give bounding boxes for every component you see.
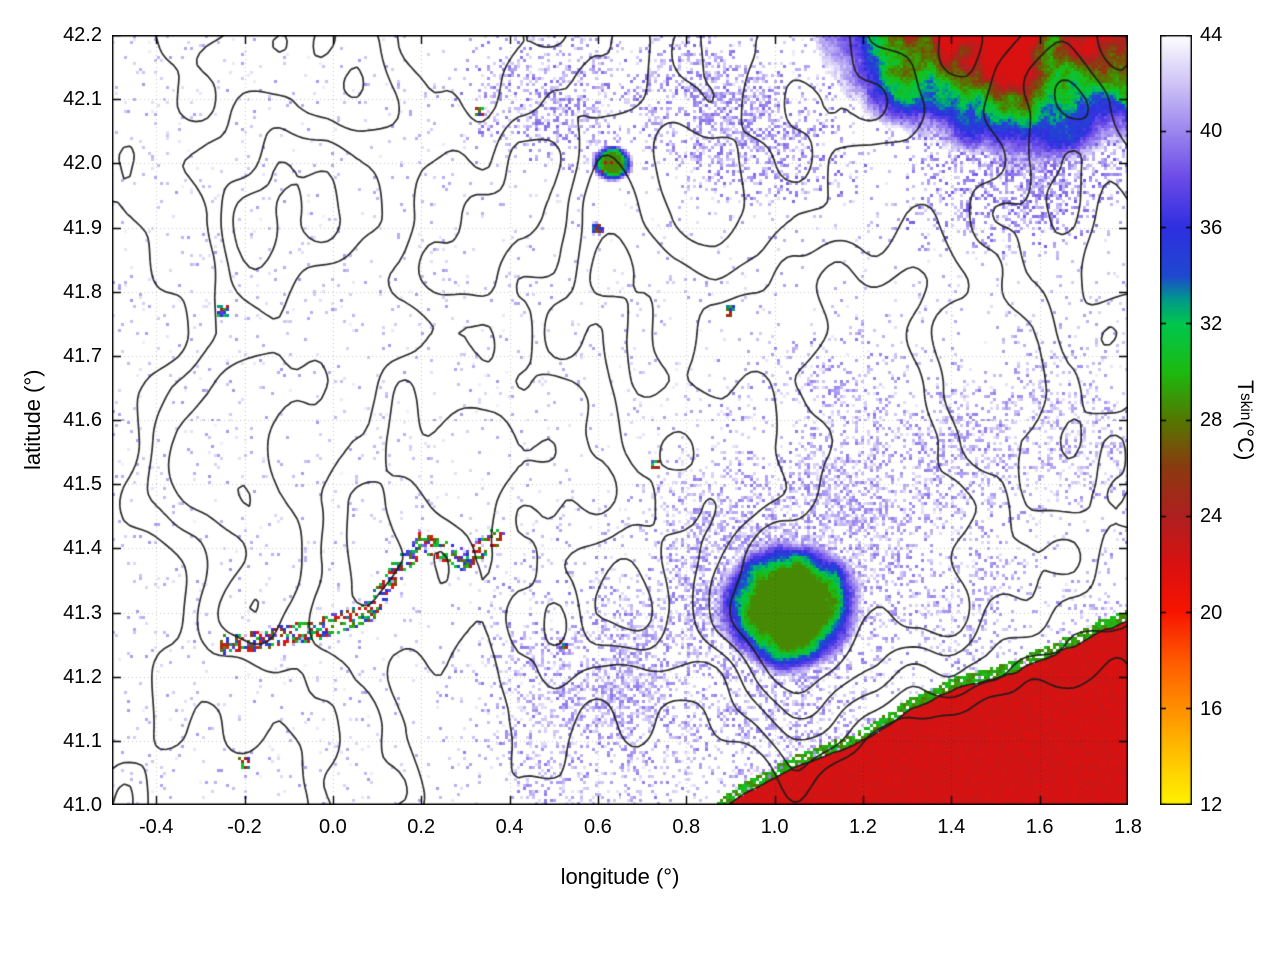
x-tick-label: 1.0 xyxy=(760,816,789,838)
y-tick-label: 41.1 xyxy=(63,729,102,752)
x-tick-label: 1.6 xyxy=(1025,816,1054,838)
colorbar-tick-label: 32 xyxy=(1200,312,1223,335)
colorbar xyxy=(1160,35,1192,805)
x-tick-label: 1.2 xyxy=(849,816,877,838)
y-tick-label: 41.8 xyxy=(63,280,102,303)
x-tick-label: 0.0 xyxy=(318,816,347,838)
y-tick-label: 41.9 xyxy=(63,216,102,239)
colorbar-tick-label: 24 xyxy=(1200,505,1223,528)
colorbar-title-subscript: skin xyxy=(1237,393,1254,421)
x-tick-label: 0.2 xyxy=(407,816,436,838)
x-axis-title: longitude (°) xyxy=(560,864,680,889)
colorbar-tick-label: 12 xyxy=(1200,794,1223,816)
colorbar-title-suffix: (°C) xyxy=(1233,420,1258,461)
x-tick-label: 0.6 xyxy=(584,816,612,838)
x-tick-label: 1.4 xyxy=(937,816,966,838)
x-tick-label: 0.8 xyxy=(672,816,701,838)
colorbar-tick-label: 28 xyxy=(1200,409,1223,431)
colorbar-tick-label: 16 xyxy=(1200,697,1223,720)
y-tick-label: 41.0 xyxy=(63,794,102,816)
colorbar-tick-label: 44 xyxy=(1200,24,1223,46)
y-tick-label: 41.5 xyxy=(63,473,102,496)
y-tick-label: 42.1 xyxy=(63,88,102,111)
x-tick-label: 0.4 xyxy=(495,816,524,838)
x-tick-label: -0.2 xyxy=(227,816,262,838)
y-tick-label: 41.3 xyxy=(63,601,102,624)
colorbar-tick-label: 36 xyxy=(1200,216,1223,239)
y-tick-label: 41.4 xyxy=(63,537,102,560)
y-tick-label: 42.0 xyxy=(63,152,102,175)
colorbar-tick-label: 40 xyxy=(1200,120,1223,143)
colorbar-title-prefix: T xyxy=(1233,379,1258,394)
y-tick-label: 41.6 xyxy=(63,409,102,431)
y-tick-label: 41.7 xyxy=(63,344,102,367)
y-tick-label: 41.2 xyxy=(63,665,102,688)
y-tick-label: 42.2 xyxy=(63,24,102,46)
heatmap-canvas xyxy=(112,35,1128,805)
colorbar-tick-label: 20 xyxy=(1200,601,1223,624)
x-tick-label: 1.8 xyxy=(1114,816,1142,838)
x-tick-label: -0.4 xyxy=(138,816,174,838)
